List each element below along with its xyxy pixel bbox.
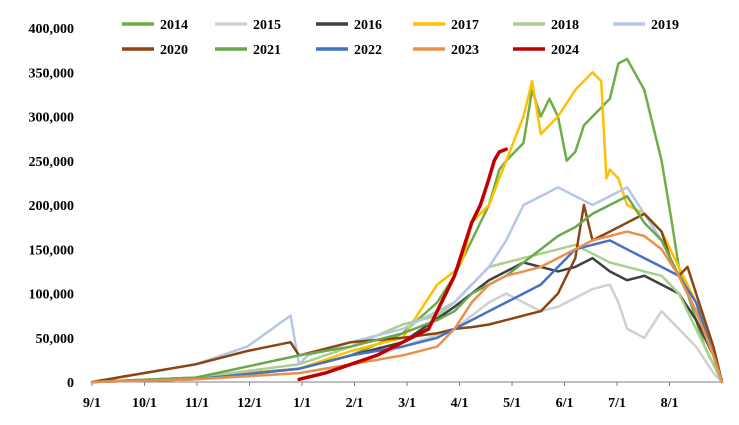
legend-label-2018: 2018 — [551, 18, 579, 33]
series-line-2018 — [90, 243, 724, 384]
y-tick-label: 350,000 — [29, 66, 75, 81]
legend-label-2024: 2024 — [551, 43, 579, 58]
legend-label-2014: 2014 — [160, 18, 188, 33]
series-line-2017 — [90, 71, 724, 384]
x-tick-label: 7/1 — [608, 396, 626, 411]
series-line-2019 — [90, 186, 724, 384]
legend-label-2019: 2019 — [651, 18, 679, 33]
legend-label-2023: 2023 — [451, 43, 479, 58]
y-tick-label: 250,000 — [29, 155, 75, 170]
legend-label-2020: 2020 — [160, 43, 188, 58]
x-tick-label: 2/1 — [346, 396, 364, 411]
legend: 2014 2015 2016 2017 2018 2019 2020 2021 2022 2023… — [122, 18, 679, 58]
legend-label-2021: 2021 — [253, 43, 281, 58]
x-tick-label: 3/1 — [398, 396, 416, 411]
series-lines — [90, 57, 724, 384]
x-tick-label: 10/1 — [132, 396, 157, 411]
x-tick-label: 1/1 — [293, 396, 311, 411]
x-tick-label: 11/1 — [185, 396, 209, 411]
legend-label-2017: 2017 — [451, 18, 479, 33]
y-tick-label: 150,000 — [29, 243, 75, 258]
y-tick-label: 100,000 — [29, 288, 75, 303]
series-line-2014 — [90, 57, 724, 384]
y-tick-label: 0 — [67, 376, 74, 391]
series-line-2016 — [90, 256, 724, 384]
x-tick-label: 9/1 — [83, 396, 101, 411]
legend-label-2022: 2022 — [354, 43, 382, 58]
y-tick-label: 300,000 — [29, 111, 75, 126]
series-line-2024 — [297, 147, 508, 382]
series-line-2022 — [90, 239, 724, 384]
x-tick-label: 5/1 — [503, 396, 521, 411]
x-tick-label: 4/1 — [451, 396, 469, 411]
y-tick-label: 200,000 — [29, 199, 75, 214]
y-tick-label: 400,000 — [29, 22, 75, 37]
x-tick-label: 12/1 — [237, 396, 262, 411]
series-line-2021 — [90, 194, 724, 384]
series-line-2023 — [90, 230, 724, 384]
y-tick-label: 50,000 — [36, 332, 75, 347]
axes: 0 50,000 100,000 150,000 200,000 250,000 300,0… — [29, 22, 722, 411]
legend-label-2016: 2016 — [354, 18, 382, 33]
x-tick-label: 6/1 — [556, 396, 574, 411]
x-tick-label: 8/1 — [661, 396, 679, 411]
legend-label-2015: 2015 — [253, 18, 281, 33]
